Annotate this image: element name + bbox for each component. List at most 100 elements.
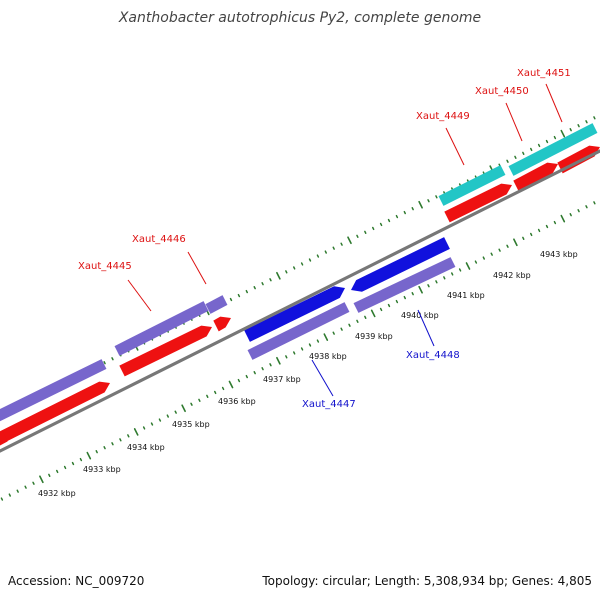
lower-track-minor-tick [221,386,225,391]
lower-track-minor-tick [214,390,217,395]
genome-backbone [0,149,600,453]
gene-leader-line [545,83,563,123]
lower-track-major-tick [276,356,281,365]
lower-track-minor-tick [545,224,549,229]
purple-cds-bar [353,257,456,313]
upper-track-minor-tick [522,151,525,155]
red-cds-arrow [0,381,110,445]
accession-text: Accession: NC_009720 [8,574,145,588]
tick-label: 4938 kbp [309,352,347,361]
lower-track-minor-tick [48,473,51,477]
upper-track-minor-tick [577,124,580,128]
tick-label: 4936 kbp [218,397,256,406]
lower-track-minor-tick [427,284,430,288]
lower-track-minor-tick [530,232,533,237]
red-cds-arrow [513,162,558,192]
lower-track-minor-tick [348,323,351,327]
upper-track-minor-tick [316,254,320,258]
lower-track-minor-tick [63,465,67,470]
lower-track-minor-tick [522,236,525,240]
gene-label: Xaut_4445 [78,261,132,272]
lower-track-minor-tick [166,414,169,418]
lower-track-minor-tick [490,252,493,256]
lower-track-minor-tick [403,295,406,300]
upper-track-minor-tick [364,230,367,234]
backbone-line [0,149,600,453]
lower-track-minor-tick [285,355,288,359]
tick-label: 4937 kbp [263,375,301,384]
tick-label-group: 4932 kbp 4933 kbp 4934 kbp 4935 kbp 4936 kbp… [38,250,578,498]
lower-track-minor-tick [71,461,75,466]
blue-cds-arrow [244,286,345,342]
upper-track-minor-tick [537,143,541,148]
lower-track-minor-tick [395,299,399,304]
lower-track-minor-tick [474,260,478,264]
lower-track-minor-tick [340,327,343,331]
upper-track-minor-tick [545,139,549,144]
upper-track-minor-tick [435,195,438,199]
lower-track-minor-tick [16,489,19,493]
cyan-cds-bar [508,123,598,176]
gene-leader-line [311,359,334,397]
lower-track-minor-tick [498,248,501,252]
map-title: Xanthobacter autotrophicus Py2, complete… [118,10,482,26]
lower-track-minor-tick [308,343,312,347]
tick-label: 4933 kbp [83,465,121,474]
lower-track-minor-tick [458,268,462,272]
upper-track-minor-tick [356,234,359,238]
purple-cds-bar [247,302,350,360]
lower-track-major-tick [181,404,186,413]
lower-track-minor-tick [56,469,59,474]
lower-track-minor-tick [24,485,27,489]
upper-track-minor-tick [237,293,241,298]
lower-track-minor-tick [593,201,596,205]
upper-track-minor-tick [403,210,406,215]
upper-track-minor-tick [103,361,106,365]
upper-track-major-tick [560,129,566,138]
lower-track-major-tick [133,428,139,436]
upper-track-major-tick [276,271,281,280]
upper-track-minor-tick [514,155,517,159]
lower-track-minor-tick [300,347,304,351]
gene-label-group: Xaut_4445 Xaut_4446 Xaut_4447 Xaut_4448 Xaut… [78,68,571,410]
lower-track-minor-tick [451,272,454,276]
upper-track-minor-tick [372,226,375,231]
upper-track-minor-tick [229,297,233,302]
lower-track-minor-tick [198,398,201,402]
upper-track-minor-tick [387,218,391,223]
purple-cds-bar [205,295,228,314]
lower-track-minor-tick [190,402,193,406]
lower-track-minor-tick [364,315,367,319]
lower-track-minor-tick [150,422,154,426]
lower-track-minor-tick [119,438,122,442]
lower-track-major-tick [465,262,471,270]
genome-summary-text: Topology: circular; Length: 5,308,934 bp… [262,574,592,588]
lower-track-minor-tick [8,493,11,497]
upper-track-minor-tick [111,357,114,361]
blue-cds-arrow [351,237,450,292]
lower-track-minor-tick [103,446,106,450]
gene-label: Xaut_4449 [416,111,470,122]
tick-label: 4935 kbp [172,420,210,429]
lower-track-major-tick [323,333,329,341]
upper-track-minor-tick [285,270,288,274]
lower-track-major-tick [39,475,44,484]
lower-track-minor-tick [237,378,241,383]
lower-track-minor-tick [261,367,264,371]
gene-label: Xaut_4451 [517,68,571,79]
upper-track-minor-tick [269,278,272,282]
gene-label: Xaut_4447 [302,399,356,410]
upper-track-minor-tick [245,289,248,294]
gene-label: Xaut_4446 [132,234,186,245]
lower-track-minor-tick [411,292,414,296]
upper-track-minor-tick [593,116,596,120]
red-cds-arrow [119,325,212,377]
lower-track-minor-tick [569,213,572,217]
tick-label: 4943 kbp [540,250,578,259]
tick-label: 4932 kbp [38,489,76,498]
upper-track-minor-tick [427,199,430,203]
red-cds-arrow [444,183,512,223]
lower-track-minor-tick [0,497,4,501]
upper-track-minor-tick [253,286,256,290]
